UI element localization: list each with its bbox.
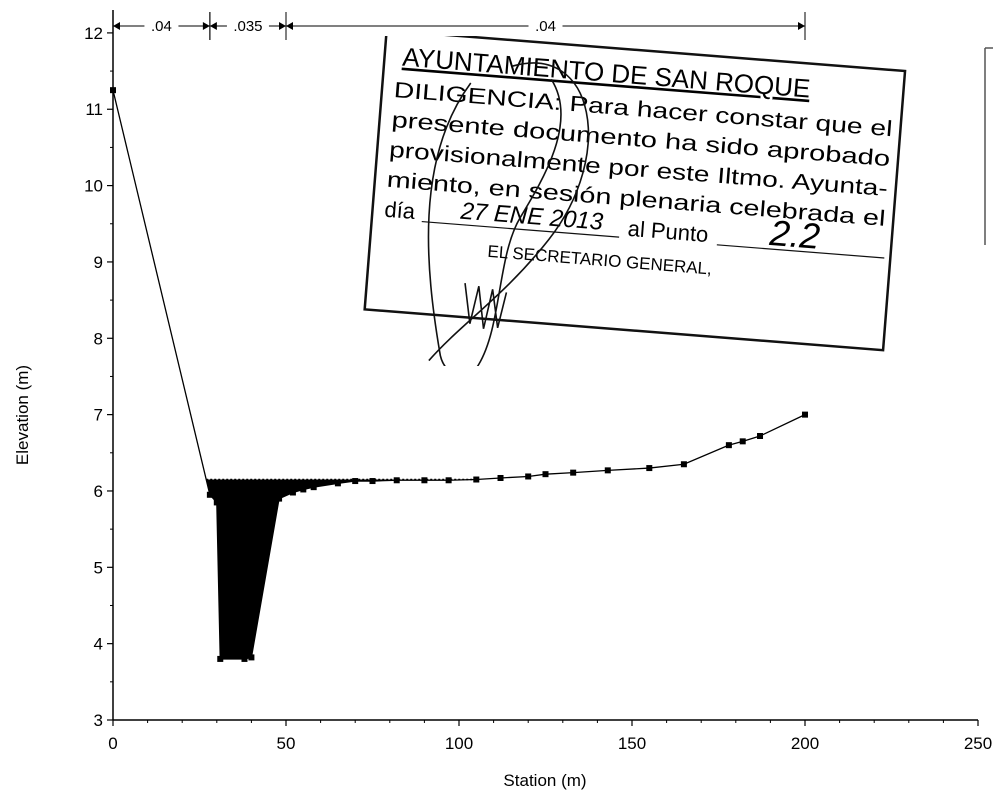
ground-point: [213, 499, 220, 506]
ground-point: [757, 433, 764, 439]
ground-point: [369, 478, 376, 485]
ground-point: [570, 469, 577, 476]
official-stamp: AYUNTAMIENTO DE SAN ROQUE DILIGENCIA: Pa…: [363, 36, 907, 366]
date-blank: [421, 220, 620, 238]
ground-point: [352, 478, 359, 485]
y-tick-labels: 3 4 5 6 7 8 9 10 11 12: [84, 24, 103, 730]
n-arrowhead-left: [286, 22, 293, 30]
ground-point: [421, 477, 428, 484]
ground-point: [604, 467, 611, 474]
ground-point: [248, 654, 255, 661]
ground-point: [497, 474, 504, 481]
axes: [112, 10, 978, 721]
ground-point: [646, 465, 653, 472]
ground-line: [112, 90, 806, 660]
ground-point: [542, 471, 549, 478]
y-tick-label: 10: [84, 177, 103, 196]
y-tick-label: 12: [84, 24, 103, 43]
x-tick-label: 200: [791, 734, 819, 753]
point-blank: [716, 244, 885, 259]
y-tick-label: 5: [94, 558, 103, 577]
x-axis-title: Station (m): [503, 771, 586, 790]
n-label: .04: [535, 18, 556, 35]
n-arrowhead-right: [279, 22, 286, 30]
ground-point: [110, 87, 116, 94]
n-label: .035: [233, 18, 262, 35]
water-area: [206, 479, 477, 659]
ground-point: [445, 477, 452, 484]
stamp-line-6a: día: [384, 197, 417, 224]
y-tick-label: 3: [94, 711, 103, 730]
ground-point: [725, 442, 732, 449]
ground-point: [473, 476, 480, 483]
n-arrowhead-right: [798, 22, 805, 30]
y-axis-title: Elevation (m): [13, 365, 32, 465]
ground-point: [334, 480, 341, 487]
y-tick-label: 6: [94, 482, 103, 501]
stamp-border: [363, 36, 907, 352]
x-tick-label: 250: [964, 734, 992, 753]
ground-points: [110, 87, 808, 662]
tick-marks: [107, 32, 979, 726]
ground-point: [393, 477, 400, 484]
manning-n-labels: .04 .035 .04: [112, 12, 806, 40]
ground-point: [206, 491, 213, 498]
n-arrowhead-left: [209, 22, 217, 30]
ground-point: [241, 655, 248, 662]
ground-point: [739, 438, 746, 445]
y-tick-label: 8: [94, 329, 103, 348]
x-tick-label: 100: [445, 734, 473, 753]
ground-point: [525, 473, 532, 480]
ground-point: [680, 461, 687, 468]
y-tick-label: 11: [85, 100, 103, 119]
ground-point: [802, 411, 808, 418]
ground-point: [289, 489, 296, 496]
ground-point: [310, 484, 317, 491]
ground-profile: [112, 90, 806, 660]
handwritten-point: 2.2: [767, 212, 821, 257]
y-tick-label: 4: [94, 635, 103, 654]
n-arrowhead-right: [202, 22, 210, 30]
signature-scribble: [427, 62, 590, 366]
y-tick-label: 9: [94, 253, 103, 272]
n-label: .04: [151, 18, 172, 35]
x-tick-label: 0: [108, 734, 117, 753]
ground-point: [300, 486, 307, 493]
ground-point: [276, 495, 283, 502]
water-fill: [206, 479, 477, 659]
stamp-line-6b: al Punto: [627, 216, 709, 247]
x-tick-label: 50: [277, 734, 296, 753]
ground-point: [217, 655, 224, 662]
x-tick-label: 150: [618, 734, 646, 753]
x-tick-labels: 0 50 100 150 200 250: [108, 734, 992, 753]
n-arrowhead-left: [113, 22, 120, 30]
y-tick-label: 7: [94, 406, 103, 425]
